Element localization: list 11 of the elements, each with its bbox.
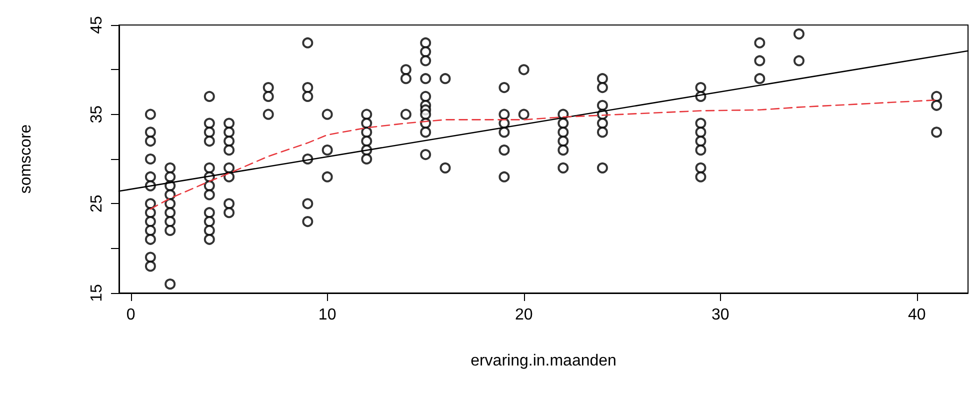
y-tick-label: 25 bbox=[88, 194, 106, 213]
y-tick-label: 35 bbox=[88, 105, 106, 124]
x-tick-label: 30 bbox=[711, 306, 730, 324]
y-tick-label: 15 bbox=[88, 284, 106, 302]
y-tick-label: 45 bbox=[88, 16, 106, 34]
x-tick-label: 40 bbox=[908, 306, 926, 324]
x-axis-title: ervaring.in.maanden bbox=[470, 352, 616, 370]
y-axis-title: somscore bbox=[18, 124, 34, 194]
x-tick-label: 10 bbox=[318, 306, 336, 324]
x-tick-label: 0 bbox=[126, 306, 136, 324]
x-tick-label: 20 bbox=[514, 306, 533, 324]
